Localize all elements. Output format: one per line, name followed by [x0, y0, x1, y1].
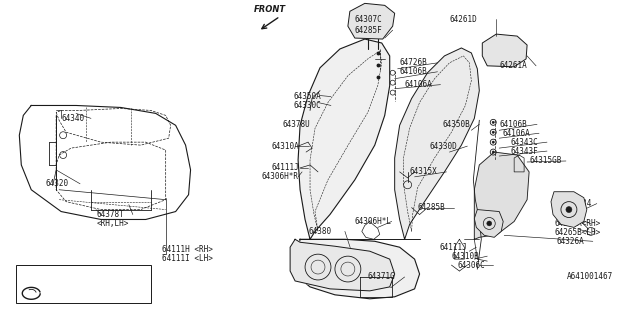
Text: 64330D: 64330D	[429, 142, 457, 151]
Polygon shape	[551, 192, 587, 228]
Text: 64310A: 64310A	[271, 142, 299, 151]
Polygon shape	[395, 48, 479, 239]
Polygon shape	[348, 4, 395, 39]
Text: 64261A: 64261A	[499, 61, 527, 70]
Text: M120134: M120134	[560, 199, 593, 208]
Text: 64111J: 64111J	[271, 164, 299, 172]
Polygon shape	[474, 210, 503, 237]
Text: 64111I <LH>: 64111I <LH>	[162, 254, 212, 263]
Text: 64315GB: 64315GB	[529, 156, 561, 165]
Text: 64340: 64340	[61, 114, 84, 123]
Text: 64111J: 64111J	[440, 243, 467, 252]
Text: 64343C: 64343C	[510, 138, 538, 147]
Text: 64285B: 64285B	[417, 203, 445, 212]
Text: 64320: 64320	[45, 179, 68, 188]
Text: 64106A: 64106A	[502, 129, 530, 138]
Text: FRONT: FRONT	[254, 5, 286, 14]
Text: 64106A: 64106A	[404, 80, 433, 89]
Text: 64306C: 64306C	[458, 260, 485, 269]
Text: 64306H*L: 64306H*L	[355, 217, 392, 226]
Circle shape	[492, 141, 495, 143]
Text: 64261D: 64261D	[449, 15, 477, 24]
Text: <RH,LH>: <RH,LH>	[97, 219, 129, 228]
Polygon shape	[295, 239, 420, 299]
Text: HOG RING Qty60: HOG RING Qty60	[51, 288, 116, 298]
Polygon shape	[298, 39, 390, 239]
Text: 64285F: 64285F	[355, 26, 383, 35]
Polygon shape	[474, 152, 529, 239]
Circle shape	[492, 131, 495, 133]
Text: 64330C: 64330C	[293, 101, 321, 110]
Text: 64378U: 64378U	[282, 120, 310, 129]
Text: 64265B<LH>: 64265B<LH>	[555, 228, 601, 237]
Text: 64350A: 64350A	[293, 92, 321, 101]
Text: 64315X: 64315X	[410, 167, 437, 176]
Text: 64307C: 64307C	[355, 15, 383, 24]
Circle shape	[492, 121, 495, 124]
Text: 64306H*R: 64306H*R	[261, 172, 298, 181]
Text: 64106B: 64106B	[399, 67, 428, 76]
Circle shape	[566, 207, 572, 212]
Polygon shape	[483, 34, 527, 67]
Text: 64371G: 64371G	[368, 272, 396, 282]
Text: 64333N: 64333N	[51, 270, 79, 279]
Text: 64350B: 64350B	[442, 120, 470, 129]
Bar	[17, 265, 151, 303]
Text: 64265A<RH>: 64265A<RH>	[555, 219, 601, 228]
Text: 64111H <RH>: 64111H <RH>	[162, 245, 212, 254]
Text: 64726B: 64726B	[399, 58, 428, 67]
Polygon shape	[290, 239, 395, 291]
Text: A641001467: A641001467	[567, 272, 613, 282]
Circle shape	[487, 221, 492, 226]
Text: 64380: 64380	[308, 227, 331, 236]
Text: 64326A: 64326A	[557, 237, 585, 246]
Text: 64310B: 64310B	[451, 252, 479, 261]
Circle shape	[492, 151, 495, 153]
Text: 64106B: 64106B	[499, 120, 527, 129]
Text: 64343F: 64343F	[510, 147, 538, 156]
Text: 64378T: 64378T	[97, 210, 125, 219]
